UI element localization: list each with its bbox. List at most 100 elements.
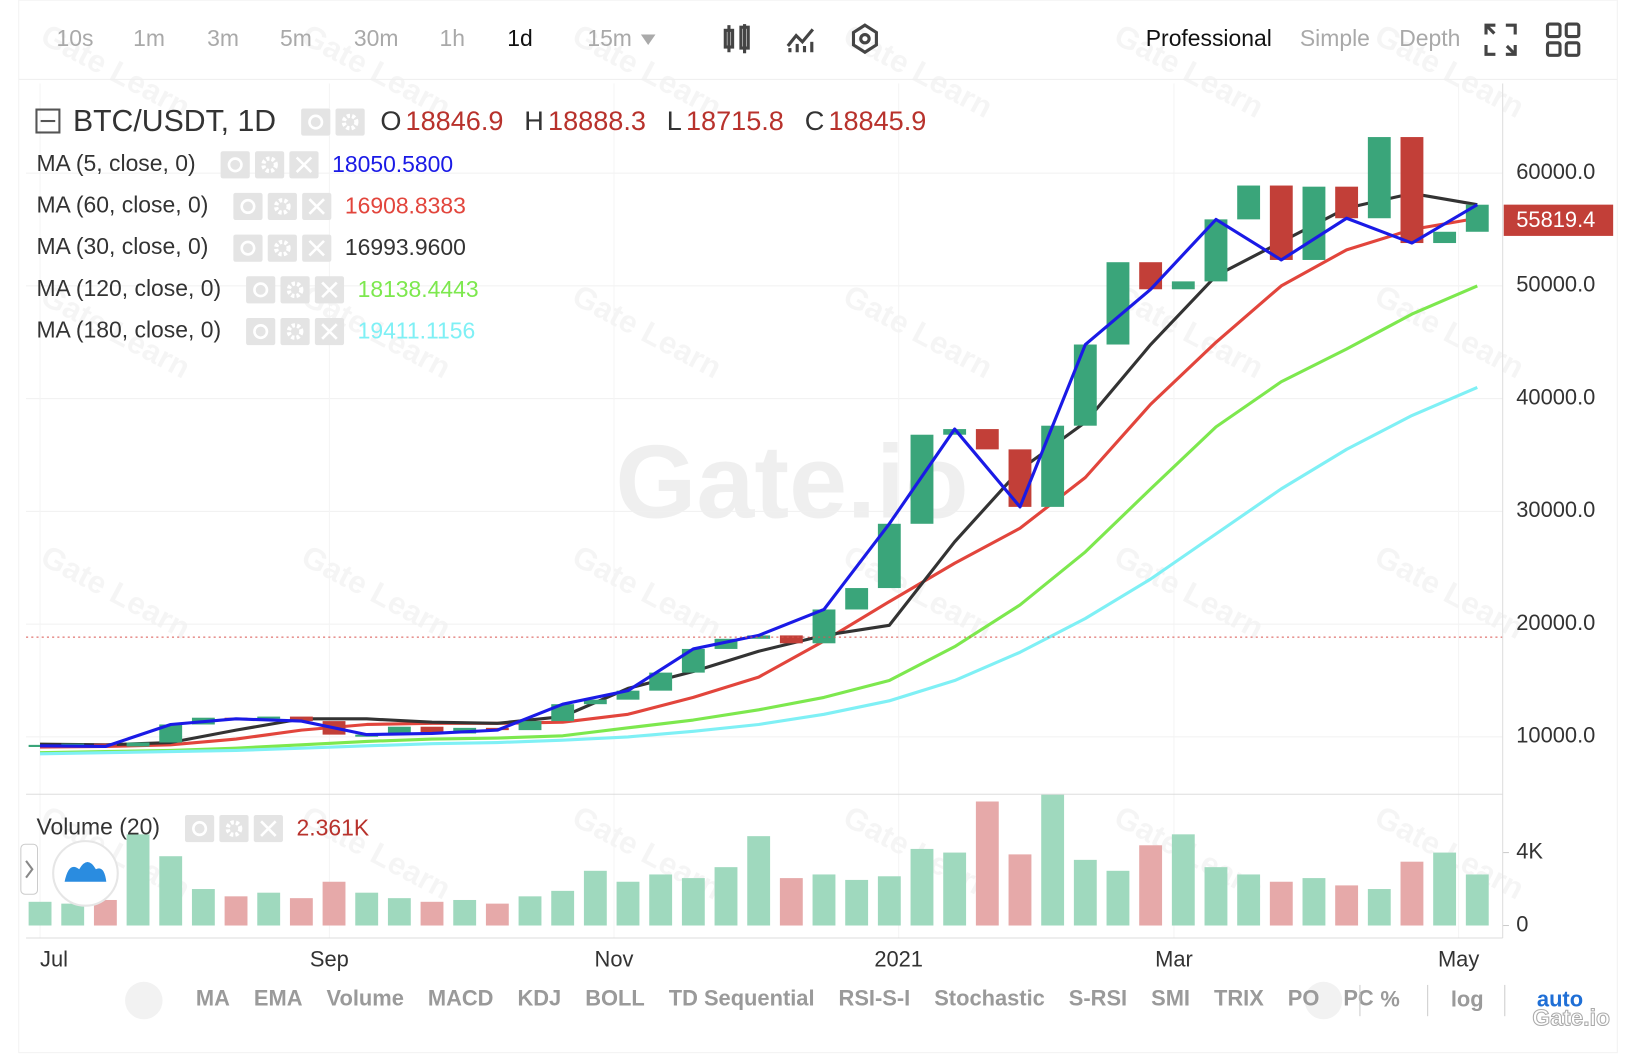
volume-tick-label: 4K <box>1516 838 1543 863</box>
interval-button[interactable]: 10s <box>57 25 94 51</box>
axes: 10000.0 20000.0 30000.0 40000.0 50000.0 60000… <box>26 83 1595 972</box>
interval-button[interactable]: 1d <box>507 25 532 51</box>
indicator-icon[interactable] <box>786 28 815 53</box>
volume-bar <box>453 899 477 926</box>
legend-icon[interactable] <box>233 192 263 221</box>
y-tick-label: 10000.0 <box>1516 723 1595 748</box>
indicator-button[interactable]: S-RSI <box>1069 985 1127 1010</box>
x-tick-label: May <box>1438 947 1479 972</box>
fullscreen-icon[interactable] <box>1484 23 1517 56</box>
volume-tick-label: 0 <box>1516 911 1528 936</box>
volume-bar <box>518 896 542 926</box>
volume-bar <box>1269 881 1293 926</box>
indicator-button[interactable]: RSI-S-I <box>839 985 911 1010</box>
legend-icon[interactable] <box>301 108 331 136</box>
volume-bar <box>355 892 379 926</box>
close-glyph <box>321 323 338 340</box>
y-tick-label: 50000.0 <box>1516 272 1595 297</box>
ma-line <box>39 284 1478 755</box>
legend-icon[interactable] <box>184 815 215 843</box>
indicator-button[interactable]: PC <box>1343 985 1374 1010</box>
legend-icon[interactable] <box>335 108 365 136</box>
side-tab[interactable] <box>20 843 39 895</box>
legend-icon[interactable] <box>246 317 276 346</box>
legend-icon[interactable] <box>254 151 285 179</box>
volume-bar <box>257 892 281 926</box>
scroll-left[interactable] <box>125 981 163 1020</box>
layout-icon[interactable] <box>1545 22 1581 57</box>
mode-button[interactable]: Depth <box>1399 25 1460 51</box>
ohlc-value: 18846.9 <box>406 105 504 136</box>
legend-icon[interactable] <box>280 317 310 346</box>
candle <box>1073 344 1097 426</box>
volume-bar <box>387 898 411 926</box>
ma-legend-value: 18138.4443 <box>358 276 479 302</box>
ma-legend-name: MA (180, close, 0) <box>36 317 221 343</box>
toolbar: 10s 1m 3m 5m 30m 1h 1d 15m Professional Simple Dep… <box>57 22 1581 57</box>
indicator-button[interactable]: Volume <box>327 985 404 1010</box>
settings-icon[interactable] <box>851 23 878 55</box>
legend-icon[interactable] <box>267 234 297 262</box>
mode-button[interactable]: Simple <box>1300 25 1370 51</box>
legend-icon[interactable] <box>233 234 263 262</box>
interval-button[interactable]: 1h <box>440 25 465 51</box>
legend-icon[interactable] <box>219 815 249 843</box>
gear-glyph <box>286 281 304 299</box>
interval-button[interactable]: 5m <box>280 25 312 51</box>
y-tick-label: 30000.0 <box>1516 497 1595 522</box>
candle <box>649 672 673 691</box>
volume-bar <box>420 901 444 926</box>
gear-glyph <box>225 820 243 837</box>
volume-bar <box>1302 878 1326 926</box>
indicator-button[interactable]: PO <box>1288 985 1320 1010</box>
indicator-button[interactable]: Stochastic <box>934 985 1045 1010</box>
watermarks: Gate LearnGate LearnGate LearnGate Learn… <box>615 424 968 540</box>
ma-line <box>40 216 1478 749</box>
toggle-button[interactable]: % <box>1380 986 1399 1011</box>
volume-bar <box>1139 845 1163 926</box>
collapse-icon[interactable] <box>35 108 61 134</box>
legend-icon[interactable] <box>280 276 310 304</box>
indicator-button[interactable]: MACD <box>428 985 494 1010</box>
toggle-button[interactable]: log <box>1451 986 1484 1011</box>
volume-bar <box>649 874 673 926</box>
legend-icon[interactable] <box>220 151 250 179</box>
dropdown-arrow[interactable] <box>640 34 656 45</box>
candle <box>551 704 575 722</box>
indicator-button[interactable]: MA <box>196 985 230 1010</box>
volume-bar <box>1008 854 1032 926</box>
interval-button[interactable]: 30m <box>354 25 399 51</box>
ohlc-value: 18888.3 <box>548 105 646 136</box>
gear-glyph <box>273 198 291 215</box>
ohlc-value: 18845.9 <box>828 105 926 136</box>
volume-bar <box>779 878 803 926</box>
volume-bar <box>877 876 901 926</box>
interval-button[interactable]: 3m <box>207 25 239 51</box>
volume-bar <box>551 890 575 926</box>
legend-icon[interactable] <box>267 192 297 221</box>
indicator-button[interactable]: EMA <box>254 985 303 1010</box>
candle-icon[interactable] <box>723 24 750 54</box>
ma-legend-name: MA (5, close, 0) <box>36 150 195 176</box>
scroll-right[interactable] <box>1304 981 1343 1020</box>
candle <box>126 742 150 747</box>
candle <box>420 726 444 734</box>
candle <box>845 588 869 610</box>
legend-icon[interactable] <box>246 276 276 304</box>
ma-line <box>40 203 1479 749</box>
interval-button[interactable]: 15m <box>587 25 632 51</box>
toggle-button[interactable]: auto <box>1537 986 1583 1011</box>
side-tab-arrow <box>25 860 34 879</box>
interval-button[interactable]: 1m <box>133 25 165 51</box>
ma-legend-name: MA (120, close, 0) <box>36 275 221 301</box>
indicator-button[interactable]: SMI <box>1151 985 1190 1010</box>
candle <box>1269 185 1293 260</box>
candle <box>257 716 281 719</box>
indicator-button[interactable]: KDJ <box>517 985 561 1010</box>
eye-glyph <box>240 240 256 256</box>
mode-button[interactable]: Professional <box>1146 25 1272 51</box>
indicator-button[interactable]: TD Sequential <box>669 985 815 1010</box>
indicator-button[interactable]: BOLL <box>585 985 645 1010</box>
ma-legend-value: 16993.9600 <box>345 234 466 260</box>
indicator-button[interactable]: TRIX <box>1214 985 1264 1010</box>
